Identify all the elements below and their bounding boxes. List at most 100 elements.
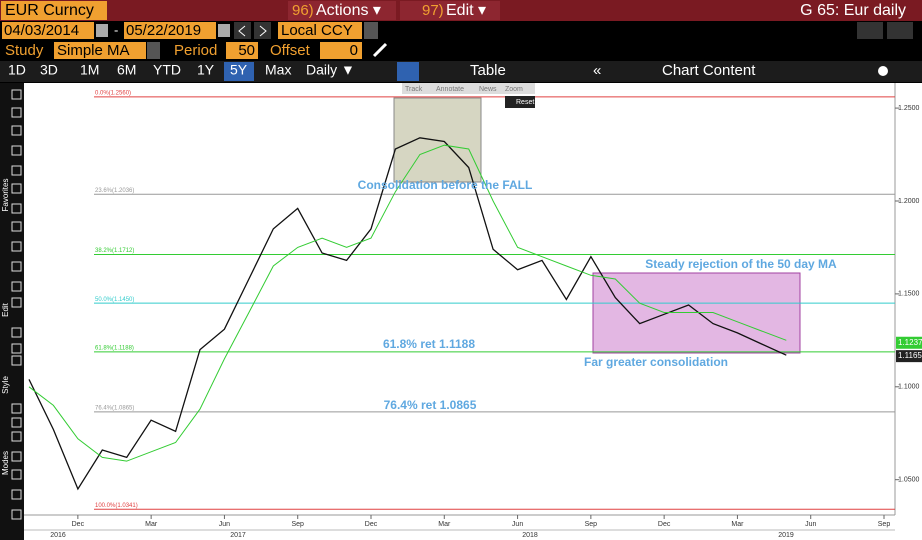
side-label: Style	[1, 376, 10, 394]
y-tick-label: 1.0500	[898, 477, 920, 484]
dash: -	[114, 22, 118, 37]
tool-icon[interactable]	[11, 355, 22, 366]
y-tick-label: 1.1500	[898, 291, 920, 298]
period-tab[interactable]: 1M	[80, 62, 99, 78]
period-tab[interactable]: 6M	[117, 62, 136, 78]
side-label: Modes	[1, 451, 10, 475]
x-tick-label: Jun	[219, 521, 230, 528]
prev-icon	[238, 25, 246, 37]
chart-tool[interactable]: Zoom	[505, 86, 523, 93]
toolbar	[0, 61, 922, 82]
period-tab[interactable]: 3D	[40, 62, 58, 78]
y-tick-label: 1.2500	[898, 105, 920, 112]
period-tab[interactable]: YTD	[153, 62, 181, 78]
tool-icon[interactable]	[11, 469, 22, 480]
undo-button[interactable]	[857, 22, 883, 39]
menu-number: 97)	[422, 2, 444, 19]
tool-icon[interactable]	[11, 261, 22, 272]
fib-label: 38.2%(1.1712)	[95, 248, 134, 254]
calendar-icon[interactable]	[218, 24, 230, 37]
chart-content[interactable]: Chart Content	[662, 62, 756, 79]
side-label: Favorites	[1, 179, 10, 212]
fib-label: 23.6%(1.2036)	[95, 188, 134, 194]
calendar-icon[interactable]	[96, 24, 108, 37]
settings-icon[interactable]	[878, 66, 888, 76]
period-tab[interactable]: 5Y	[230, 62, 248, 78]
tool-icon[interactable]	[11, 281, 22, 292]
redo-button[interactable]	[887, 22, 913, 39]
price-tag	[896, 336, 922, 349]
annotation: Consolidation before the FALL	[358, 178, 533, 192]
edit: Edit ▾	[446, 2, 486, 19]
x-tick-label: Mar	[438, 521, 451, 528]
tool-icon[interactable]	[11, 203, 22, 214]
currency-box[interactable]	[278, 22, 362, 39]
chart-tool[interactable]: News	[479, 86, 497, 93]
actions: Actions ▾	[316, 2, 381, 19]
tool-icon[interactable]	[11, 145, 22, 156]
side-label: Edit	[1, 302, 10, 317]
tool-icon[interactable]	[11, 241, 22, 252]
tool-icon[interactable]	[11, 417, 22, 428]
y-tick-label: 1.2000	[898, 198, 920, 205]
study-label: Study	[5, 42, 44, 59]
price-tag	[896, 350, 922, 363]
currency: Local CCY	[281, 22, 353, 39]
x-tick-label: Dec	[72, 521, 85, 528]
period-tab[interactable]: 1D	[8, 62, 26, 78]
x-tick-label: Jun	[512, 521, 523, 528]
reset-button[interactable]	[505, 96, 535, 108]
tool-icon[interactable]	[11, 403, 22, 414]
x-tick-label: Jun	[805, 521, 816, 528]
fib-label: 76.4%(1.0865)	[95, 405, 134, 411]
year-label: 2018	[522, 532, 538, 539]
dropdown[interactable]	[147, 42, 160, 59]
tool-icon[interactable]	[11, 509, 22, 520]
tool-icon[interactable]	[11, 89, 22, 100]
price-tag-label: 1.1165	[898, 351, 922, 360]
tool-icon[interactable]	[11, 431, 22, 442]
tool-icon[interactable]	[11, 451, 22, 462]
end-date-box[interactable]	[124, 22, 216, 39]
security-box[interactable]	[1, 1, 107, 20]
next-icon	[259, 25, 267, 37]
chart-tool[interactable]: Track	[405, 86, 423, 93]
tool-icon[interactable]	[11, 125, 22, 136]
tool-icon[interactable]	[11, 327, 22, 338]
tool-icon[interactable]	[11, 183, 22, 194]
annotation: Steady rejection of the 50 day MA	[645, 257, 837, 271]
x-tick-label: Dec	[365, 521, 378, 528]
tool-icon[interactable]	[11, 221, 22, 232]
chart-tools-bar	[402, 83, 535, 94]
period-tab[interactable]: Daily ▼	[306, 62, 355, 78]
year-label: 2017	[230, 532, 246, 539]
offset-box[interactable]	[320, 42, 362, 59]
tool-icon[interactable]	[11, 297, 22, 308]
start-date-box[interactable]	[2, 22, 94, 39]
tool-icon[interactable]	[11, 107, 22, 118]
period-box[interactable]	[226, 42, 258, 59]
price-line	[28, 137, 787, 491]
x-tick-label: Mar	[145, 521, 158, 528]
reset: Reset	[516, 99, 534, 106]
next-button[interactable]	[254, 22, 271, 39]
pen-icon[interactable]	[372, 42, 388, 58]
collapse-icon[interactable]: «	[593, 62, 601, 79]
dropdown[interactable]	[364, 22, 378, 39]
chart-tool[interactable]: Annotate	[436, 86, 464, 93]
offset: 0	[350, 42, 358, 59]
period-tab[interactable]: Max	[265, 62, 291, 78]
chart-type-selected[interactable]	[397, 62, 419, 81]
study-box[interactable]	[54, 42, 146, 59]
x-tick-label: Sep	[878, 521, 891, 528]
edit-menu[interactable]	[400, 1, 500, 20]
tool-icon[interactable]	[11, 489, 22, 500]
annotation: Far greater consolidation	[584, 355, 728, 369]
tool-icon[interactable]	[11, 343, 22, 354]
tool-icon[interactable]	[11, 165, 22, 176]
x-tick-label: Mar	[731, 521, 744, 528]
prev-button[interactable]	[234, 22, 251, 39]
table-button[interactable]: Table	[470, 62, 506, 79]
period-tab[interactable]: 1Y	[197, 62, 215, 78]
actions-menu[interactable]	[288, 1, 396, 20]
